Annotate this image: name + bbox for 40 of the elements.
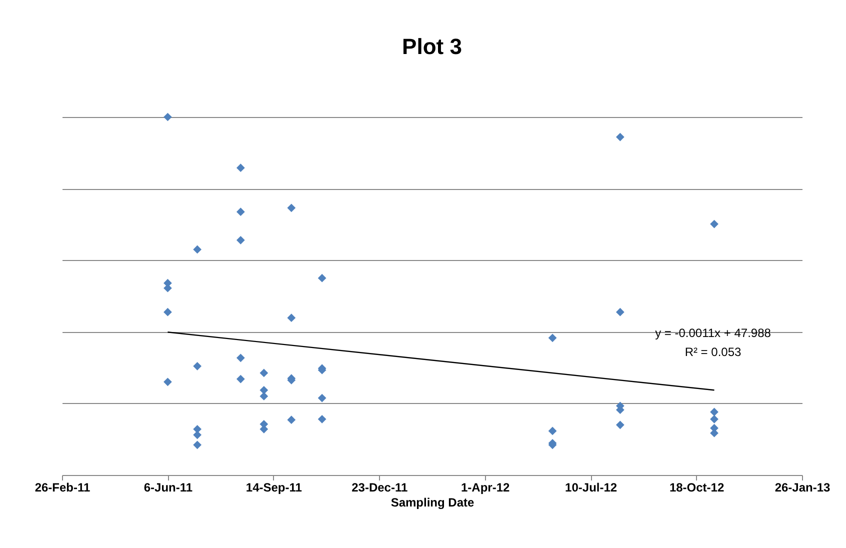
point (260, 392, 268, 400)
x-tick-label: 23-Dec-11 (352, 480, 408, 494)
point (236, 164, 245, 172)
x-axis-title: Sampling Date (390, 496, 474, 510)
point (318, 394, 326, 402)
point (236, 374, 245, 384)
x-tick-label: 14-Sep-11 (246, 480, 302, 494)
point (164, 308, 172, 316)
annotation: y = -0.0011x + 47.988 (655, 326, 772, 340)
x-tick-label: 1-Apr-12 (461, 480, 510, 494)
point (193, 245, 202, 254)
point (548, 426, 557, 436)
point (318, 274, 326, 282)
point (616, 308, 624, 316)
point (287, 314, 296, 322)
point (260, 368, 268, 378)
point (193, 440, 202, 450)
point (260, 386, 268, 394)
point (236, 354, 245, 362)
point (318, 414, 326, 424)
point (616, 132, 624, 142)
point (287, 204, 296, 212)
point (710, 414, 718, 424)
x-tick-label: 26-Jan-13 (774, 480, 831, 494)
point (164, 112, 172, 122)
point (548, 334, 557, 342)
x-tick-label: 26-Feb-11 (34, 480, 91, 494)
point (710, 220, 718, 228)
x-tick-label: 10-Jul-12 (565, 480, 618, 494)
point (236, 236, 245, 244)
annotation: R² = 0.053 (684, 345, 742, 359)
chart-title: Plot 3 (402, 34, 462, 59)
x-tick-label: 6-Jun-11 (144, 480, 193, 494)
point (236, 208, 245, 216)
point (616, 420, 624, 430)
point (193, 362, 202, 370)
point (710, 408, 718, 416)
point (164, 378, 172, 386)
x-tick-label: 18-Oct-12 (669, 480, 724, 494)
point (287, 416, 296, 424)
